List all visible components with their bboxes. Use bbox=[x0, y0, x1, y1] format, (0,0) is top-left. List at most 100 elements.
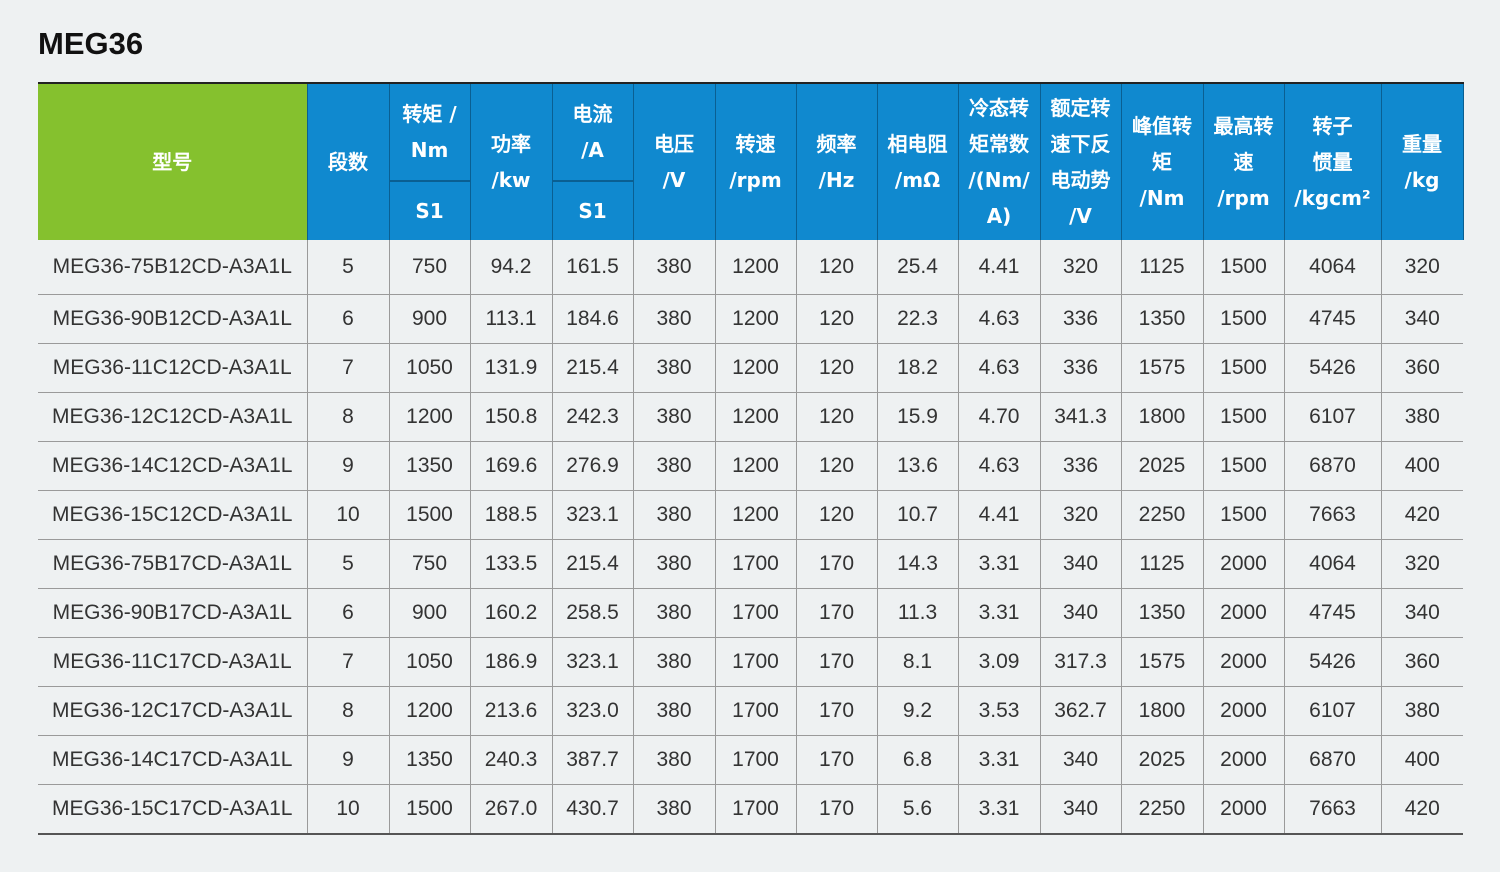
value-cell: 323.0 bbox=[551, 686, 633, 736]
value-cell: 4.70 bbox=[957, 392, 1040, 442]
value-cell: 336 bbox=[1039, 294, 1121, 344]
value-cell: 2250 bbox=[1120, 490, 1203, 540]
value-cell: 420 bbox=[1380, 490, 1463, 540]
value-cell: 1800 bbox=[1120, 686, 1203, 736]
value-cell: 25.4 bbox=[876, 240, 958, 295]
value-cell: 420 bbox=[1380, 784, 1463, 834]
header-torque-constant: 冷态转 矩常数 /(Nm/ A) bbox=[957, 83, 1041, 240]
model-cell: MEG36-12C17CD-A3A1L bbox=[38, 686, 307, 736]
header-resistance: 相电阻 /mΩ bbox=[876, 83, 959, 240]
model-cell: MEG36-11C17CD-A3A1L bbox=[38, 637, 307, 687]
header-torque-s1: S1 bbox=[388, 180, 471, 240]
value-cell: 8 bbox=[306, 392, 389, 442]
value-cell: 120 bbox=[795, 294, 877, 344]
value-cell: 1700 bbox=[714, 539, 796, 589]
value-cell: 4.63 bbox=[957, 441, 1040, 491]
value-cell: 3.31 bbox=[957, 735, 1040, 785]
value-cell: 2000 bbox=[1202, 686, 1284, 736]
value-cell: 380 bbox=[632, 392, 715, 442]
value-cell: 380 bbox=[1380, 686, 1463, 736]
header-segments: 段数 bbox=[306, 83, 390, 240]
value-cell: 1500 bbox=[388, 490, 470, 540]
value-cell: 380 bbox=[1380, 392, 1463, 442]
value-cell: 380 bbox=[632, 735, 715, 785]
value-cell: 1350 bbox=[388, 735, 470, 785]
spec-table: 型号 段数 转矩 / Nm 功率 /kw 电流 /A 电压 /V 转速 /rpm… bbox=[38, 82, 1464, 835]
value-cell: 10 bbox=[306, 784, 389, 834]
header-speed: 转速 /rpm bbox=[714, 83, 797, 240]
header-torque: 转矩 / Nm bbox=[388, 83, 471, 181]
value-cell: 1200 bbox=[714, 294, 796, 344]
value-cell: 7 bbox=[306, 637, 389, 687]
model-cell: MEG36-15C17CD-A3A1L bbox=[38, 784, 307, 834]
value-cell: 1125 bbox=[1120, 539, 1203, 589]
model-cell: MEG36-11C12CD-A3A1L bbox=[38, 343, 307, 393]
value-cell: 430.7 bbox=[551, 784, 633, 834]
value-cell: 11.3 bbox=[876, 588, 958, 638]
value-cell: 336 bbox=[1039, 343, 1121, 393]
value-cell: 323.1 bbox=[551, 490, 633, 540]
value-cell: 3.31 bbox=[957, 588, 1040, 638]
value-cell: 4745 bbox=[1283, 588, 1381, 638]
value-cell: 1500 bbox=[1202, 490, 1284, 540]
value-cell: 2000 bbox=[1202, 735, 1284, 785]
value-cell: 18.2 bbox=[876, 343, 958, 393]
value-cell: 133.5 bbox=[469, 539, 552, 589]
value-cell: 1350 bbox=[1120, 294, 1203, 344]
value-cell: 9 bbox=[306, 735, 389, 785]
value-cell: 1200 bbox=[714, 392, 796, 442]
model-cell: MEG36-14C17CD-A3A1L bbox=[38, 735, 307, 785]
value-cell: 317.3 bbox=[1039, 637, 1121, 687]
value-cell: 3.31 bbox=[957, 784, 1040, 834]
value-cell: 94.2 bbox=[469, 240, 552, 295]
value-cell: 1500 bbox=[1202, 441, 1284, 491]
value-cell: 215.4 bbox=[551, 343, 633, 393]
value-cell: 5.6 bbox=[876, 784, 958, 834]
value-cell: 9 bbox=[306, 441, 389, 491]
value-cell: 380 bbox=[632, 294, 715, 344]
value-cell: 1700 bbox=[714, 637, 796, 687]
value-cell: 400 bbox=[1380, 441, 1463, 491]
value-cell: 1500 bbox=[1202, 392, 1284, 442]
value-cell: 186.9 bbox=[469, 637, 552, 687]
value-cell: 4.41 bbox=[957, 240, 1040, 295]
value-cell: 120 bbox=[795, 343, 877, 393]
header-voltage: 电压 /V bbox=[632, 83, 716, 240]
value-cell: 340 bbox=[1380, 588, 1463, 638]
value-cell: 1200 bbox=[714, 240, 796, 295]
value-cell: 900 bbox=[388, 294, 470, 344]
value-cell: 4.63 bbox=[957, 343, 1040, 393]
value-cell: 22.3 bbox=[876, 294, 958, 344]
value-cell: 360 bbox=[1380, 637, 1463, 687]
value-cell: 2025 bbox=[1120, 735, 1203, 785]
value-cell: 267.0 bbox=[469, 784, 552, 834]
value-cell: 4.41 bbox=[957, 490, 1040, 540]
header-current-s1: S1 bbox=[551, 180, 634, 240]
table-row: MEG36-11C12CD-A3A1L 7 1050 131.9 215.4 380 120… bbox=[38, 343, 1463, 393]
value-cell: 160.2 bbox=[469, 588, 552, 638]
table-row: MEG36-11C17CD-A3A1L 7 1050 186.9 323.1 380 170… bbox=[38, 637, 1463, 687]
value-cell: 340 bbox=[1380, 294, 1463, 344]
value-cell: 380 bbox=[632, 588, 715, 638]
header-current: 电流 /A bbox=[551, 83, 634, 181]
value-cell: 1200 bbox=[388, 686, 470, 736]
value-cell: 4745 bbox=[1283, 294, 1381, 344]
table-row: MEG36-14C17CD-A3A1L 9 1350 240.3 387.7 380 170… bbox=[38, 735, 1463, 785]
model-cell: MEG36-15C12CD-A3A1L bbox=[38, 490, 307, 540]
value-cell: 1500 bbox=[1202, 343, 1284, 393]
value-cell: 6870 bbox=[1283, 441, 1381, 491]
value-cell: 360 bbox=[1380, 343, 1463, 393]
value-cell: 170 bbox=[795, 686, 877, 736]
header-frequency: 频率 /Hz bbox=[795, 83, 878, 240]
value-cell: 380 bbox=[632, 686, 715, 736]
value-cell: 320 bbox=[1380, 240, 1463, 295]
value-cell: 320 bbox=[1039, 240, 1121, 295]
value-cell: 380 bbox=[632, 539, 715, 589]
table-row: MEG36-90B12CD-A3A1L 6 900 113.1 184.6 380 1200… bbox=[38, 294, 1463, 344]
value-cell: 380 bbox=[632, 240, 715, 295]
header-back-emf: 额定转 速下反 电动势 /V bbox=[1039, 83, 1122, 240]
value-cell: 213.6 bbox=[469, 686, 552, 736]
model-cell: MEG36-90B12CD-A3A1L bbox=[38, 294, 307, 344]
model-cell: MEG36-75B12CD-A3A1L bbox=[52, 255, 292, 278]
value-cell: 10 bbox=[306, 490, 389, 540]
